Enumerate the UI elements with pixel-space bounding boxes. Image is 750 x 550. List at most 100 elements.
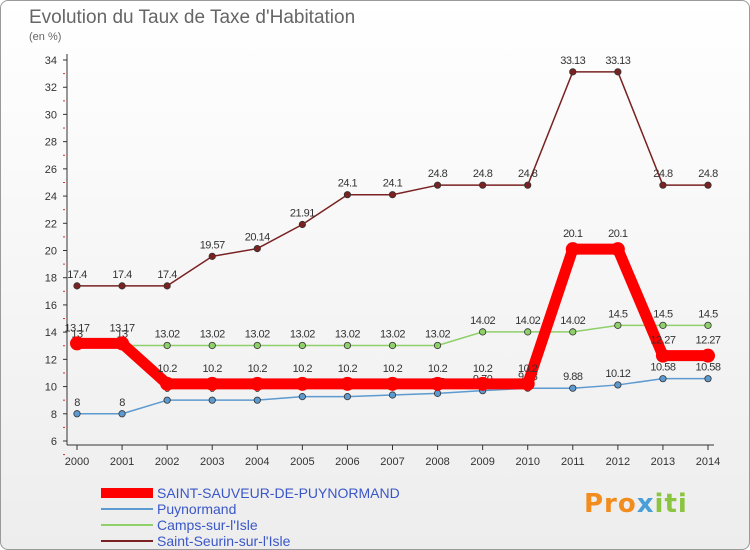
y-tick-label: 8 [51,409,57,421]
data-label-saint-sauveur-de-puynormand: 20.1 [563,228,583,240]
data-label-camps-sur-l-isle: 14.02 [470,315,495,327]
x-tick-label: 2003 [200,456,224,468]
x-tick-label: 2000 [65,456,89,468]
chart-unit-label: (en %) [29,31,62,43]
legend-swatch [101,524,153,526]
data-label-saint-sauveur-de-puynormand: 10.2 [518,363,538,375]
data-point-puynormand [208,396,216,404]
data-label-saint-sauveur-de-puynormand: 10.2 [338,363,358,375]
data-point-saint-seurin-sur-l-isle [659,181,667,189]
data-label-camps-sur-l-isle: 14.02 [560,315,585,327]
x-tick-label: 2007 [380,456,404,468]
data-label-saint-sauveur-de-puynormand: 10.2 [473,363,493,375]
data-point-camps-sur-l-isle [479,328,487,336]
data-point-saint-sauveur-de-puynormand [70,336,84,351]
data-point-saint-sauveur-de-puynormand [205,376,220,391]
x-tick-label: 2002 [155,456,179,468]
data-point-saint-seurin-sur-l-isle [433,181,442,189]
data-point-camps-sur-l-isle [524,328,532,336]
data-label-puynormand: 8 [74,397,80,409]
data-label-saint-seurin-sur-l-isle: 24.8 [518,168,538,180]
data-point-puynormand [73,410,81,418]
data-point-puynormand [704,375,712,383]
data-point-saint-seurin-sur-l-isle [614,68,622,76]
data-label-camps-sur-l-isle: 14.5 [653,308,673,320]
data-point-puynormand [163,396,171,404]
data-label-camps-sur-l-isle: 13.02 [245,328,270,340]
x-tick-label: 2011 [561,456,585,468]
data-point-saint-sauveur-de-puynormand [250,376,265,391]
data-point-saint-seurin-sur-l-isle [298,220,306,229]
data-point-saint-seurin-sur-l-isle [704,181,712,189]
y-tick-label: 20 [45,246,57,258]
x-tick-label: 2005 [290,456,314,468]
data-label-camps-sur-l-isle: 14.5 [608,308,628,320]
data-point-puynormand [614,381,622,389]
legend-label: Saint-Seurin-sur-l'Isle [157,533,291,549]
x-tick-label: 2013 [651,456,675,468]
data-label-saint-sauveur-de-puynormand: 20.1 [608,228,628,240]
data-point-saint-sauveur-de-puynormand [160,376,175,391]
data-point-saint-seurin-sur-l-isle [524,181,532,189]
data-point-saint-sauveur-de-puynormand [520,376,535,391]
data-point-camps-sur-l-isle [704,321,712,329]
data-point-camps-sur-l-isle [569,328,577,336]
data-point-saint-sauveur-de-puynormand [475,376,490,391]
data-point-saint-sauveur-de-puynormand [430,376,445,391]
data-point-camps-sur-l-isle [208,341,216,350]
data-label-puynormand: 10.58 [695,362,720,374]
data-point-camps-sur-l-isle [343,341,352,350]
data-label-saint-seurin-sur-l-isle: 17.4 [67,269,87,281]
data-label-puynormand: 9.88 [563,371,583,383]
proxiti-logo: Proxiti [584,489,688,519]
data-point-saint-sauveur-de-puynormand [610,242,625,257]
data-label-camps-sur-l-isle: 13.02 [155,328,180,340]
y-tick-label: 18 [45,273,57,285]
data-label-saint-seurin-sur-l-isle: 33.13 [560,55,585,67]
data-label-camps-sur-l-isle: 14.02 [515,315,540,327]
y-tick-label: 16 [45,300,57,312]
data-point-camps-sur-l-isle [163,341,171,350]
data-point-puynormand [118,410,126,418]
data-label-saint-seurin-sur-l-isle: 24.1 [338,178,358,190]
data-label-saint-seurin-sur-l-isle: 20.14 [245,232,270,244]
data-point-puynormand [569,384,577,392]
data-label-saint-sauveur-de-puynormand: 10.2 [248,363,268,375]
data-label-saint-sauveur-de-puynormand: 10.2 [157,363,177,375]
y-tick-label: 6 [51,436,57,448]
data-point-saint-sauveur-de-puynormand [565,242,580,257]
data-label-saint-seurin-sur-l-isle: 24.8 [698,168,718,180]
x-tick-label: 2006 [335,456,359,468]
data-label-saint-seurin-sur-l-isle: 24.8 [653,168,673,180]
data-label-saint-sauveur-de-puynormand: 10.2 [293,363,313,375]
data-point-saint-seurin-sur-l-isle [163,282,171,290]
legend-swatch [101,488,153,498]
x-tick-label: 2008 [425,456,449,468]
data-point-camps-sur-l-isle [433,341,442,350]
data-label-puynormand: 8 [119,397,125,409]
data-point-saint-seurin-sur-l-isle [73,282,81,290]
x-tick-label: 2001 [110,456,134,468]
x-tick-label: 2009 [470,456,494,468]
x-tick-label: 2012 [606,456,630,468]
data-point-camps-sur-l-isle [253,341,261,350]
data-point-saint-sauveur-de-puynormand [340,376,355,391]
data-point-puynormand [253,396,261,404]
legend-label: SAINT-SAUVEUR-DE-PUYNORMAND [157,485,400,501]
data-label-saint-sauveur-de-puynormand: 10.2 [383,363,403,375]
data-point-saint-seurin-sur-l-isle [253,244,261,253]
y-tick-label: 26 [45,164,57,176]
legend-label: Puynormand [157,501,237,517]
data-point-saint-seurin-sur-l-isle [479,181,487,189]
data-point-puynormand [298,393,306,401]
data-point-saint-sauveur-de-puynormand [295,376,310,391]
data-label-puynormand: 10.12 [605,368,630,380]
y-tick-label: 12 [45,354,57,366]
data-label-puynormand: 10.58 [650,362,675,374]
data-label-saint-sauveur-de-puynormand: 12.27 [695,335,720,347]
x-tick-label: 2014 [696,456,720,468]
data-label-saint-sauveur-de-puynormand: 13.17 [64,322,89,334]
y-tick-label: 32 [45,82,57,94]
data-point-saint-seurin-sur-l-isle [569,68,577,76]
